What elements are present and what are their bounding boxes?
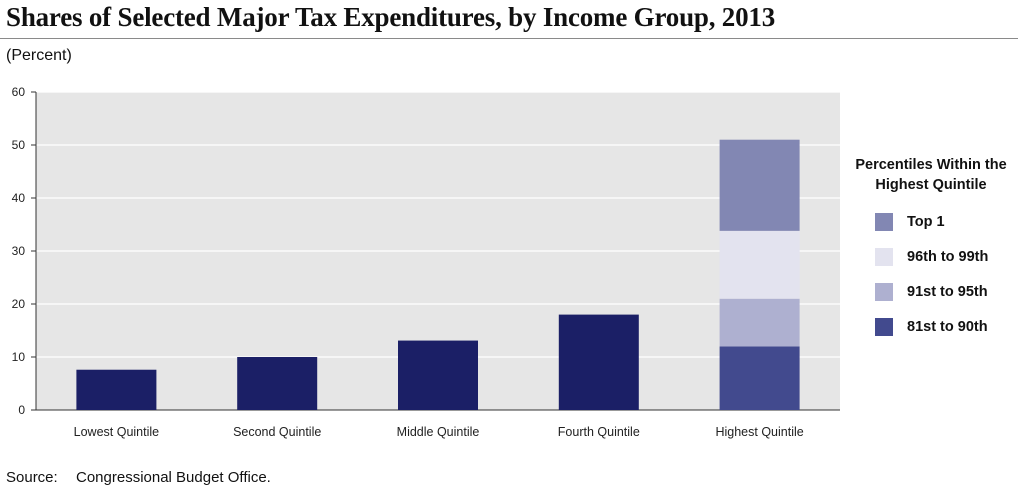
bar-segment [719,230,800,299]
bar-segment [719,346,800,410]
bar-segment [719,139,800,231]
legend-title-line1: Percentiles Within the [855,157,1007,173]
y-tick-label: 60 [12,85,26,99]
legend-title: Percentiles Within the Highest Quintile [838,155,1024,195]
legend-swatch-96th-99th [875,248,893,266]
legend-label-96th-99th: 96th to 99th [907,249,989,265]
y-tick-label: 50 [12,138,26,152]
y-tick-label: 30 [12,244,26,258]
y-tick-label: 0 [18,403,25,417]
y-tick-label: 40 [12,191,26,205]
legend-item-top-1: Top 1 [875,212,945,232]
title-rule [0,38,1018,39]
x-category-label: Lowest Quintile [74,425,160,439]
legend-item-96th-99th: 96th to 99th [875,247,988,267]
x-category-label: Highest Quintile [715,425,803,439]
legend-item-91st-95th: 91st to 95th [875,282,988,302]
x-category-label: Middle Quintile [397,425,480,439]
legend-label-91st-95th: 91st to 95th [907,284,988,300]
y-tick-label: 10 [12,350,26,364]
source-note: Source: Congressional Budget Office. [6,469,271,486]
unit-label: (Percent) [6,47,72,64]
legend-label-top-1: Top 1 [907,214,945,230]
source-text: Congressional Budget Office. [76,469,271,486]
source-label: Source: [6,469,58,486]
legend-item-81st-90th: 81st to 90th [875,317,988,337]
legend-swatch-81st-90th [875,318,893,336]
legend-swatch-91st-95th [875,283,893,301]
bar [398,340,478,410]
x-category-label: Second Quintile [233,425,321,439]
bar [558,314,639,410]
y-tick-label: 20 [12,297,26,311]
legend-swatch-top-1 [875,213,893,231]
legend-title-line2: Highest Quintile [875,177,987,193]
bar [76,369,157,410]
bar [237,357,318,410]
bar-segment [719,298,800,347]
chart-title: Shares of Selected Major Tax Expenditure… [6,2,776,32]
x-category-label: Fourth Quintile [558,425,640,439]
legend-label-81st-90th: 81st to 90th [907,319,988,335]
